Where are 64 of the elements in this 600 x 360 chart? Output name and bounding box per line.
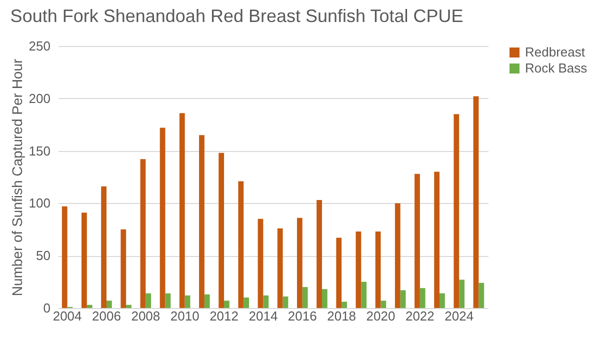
bar bbox=[126, 304, 132, 308]
chart-title: South Fork Shenandoah Red Breast Sunfish Total CPUE bbox=[10, 6, 464, 26]
bar bbox=[204, 294, 210, 308]
x-tick-label: 2010 bbox=[170, 308, 200, 324]
bar bbox=[322, 289, 328, 308]
x-tick-label: 2020 bbox=[366, 308, 396, 324]
y-tick-label: 0 bbox=[43, 300, 50, 316]
bar bbox=[120, 229, 126, 308]
bar bbox=[86, 304, 92, 308]
bar bbox=[140, 159, 146, 308]
bar bbox=[459, 280, 464, 308]
bar bbox=[184, 295, 190, 308]
bar bbox=[258, 218, 264, 308]
y-tick-label: 250 bbox=[28, 38, 50, 54]
bar bbox=[297, 218, 302, 308]
bar bbox=[302, 287, 308, 308]
legend-label: Rock Bass bbox=[525, 60, 588, 76]
bar bbox=[440, 293, 445, 308]
bar bbox=[414, 174, 420, 308]
y-tick-label: 150 bbox=[28, 143, 50, 158]
y-tick-label: 50 bbox=[36, 248, 50, 264]
bar bbox=[199, 135, 204, 308]
bar bbox=[375, 231, 381, 308]
x-tick-label: 2012 bbox=[210, 308, 238, 324]
bar bbox=[106, 300, 112, 308]
bar bbox=[101, 186, 106, 308]
x-tick-label: 2016 bbox=[288, 308, 317, 324]
bar bbox=[400, 290, 406, 308]
bar bbox=[218, 152, 224, 308]
bar bbox=[342, 302, 347, 308]
x-tick-label: 2014 bbox=[248, 308, 278, 324]
y-axis-title: Number of Sunfish Captured Per Hour bbox=[8, 58, 25, 296]
bar bbox=[62, 206, 68, 308]
x-tick-label: 2004 bbox=[52, 308, 82, 324]
bar bbox=[434, 172, 440, 308]
bar bbox=[454, 114, 460, 308]
x-tick-label: 2018 bbox=[327, 308, 356, 324]
bar bbox=[282, 296, 288, 308]
x-tick-label: 2022 bbox=[405, 308, 434, 324]
x-tick-label: 2008 bbox=[131, 308, 160, 324]
x-tick-label: 2006 bbox=[92, 308, 121, 324]
bar bbox=[420, 288, 426, 308]
bar bbox=[473, 96, 479, 308]
bar bbox=[478, 282, 484, 308]
bar bbox=[179, 113, 185, 308]
legend-label: Redbreast bbox=[525, 44, 586, 60]
x-tick-label: 2024 bbox=[444, 308, 474, 324]
bar bbox=[224, 300, 230, 308]
bar bbox=[263, 295, 269, 308]
bar bbox=[165, 293, 171, 308]
bar bbox=[380, 300, 386, 308]
y-tick-label: 200 bbox=[28, 90, 50, 106]
bar bbox=[356, 231, 362, 308]
bar bbox=[277, 228, 283, 308]
bar bbox=[361, 282, 367, 308]
y-tick-label: 100 bbox=[28, 196, 50, 211]
bar bbox=[316, 200, 322, 308]
bar bbox=[394, 203, 400, 308]
bar bbox=[82, 212, 87, 308]
bar bbox=[160, 128, 166, 308]
bar bbox=[238, 181, 244, 308]
bar bbox=[336, 238, 342, 308]
bar bbox=[244, 298, 249, 308]
bar bbox=[146, 293, 152, 308]
